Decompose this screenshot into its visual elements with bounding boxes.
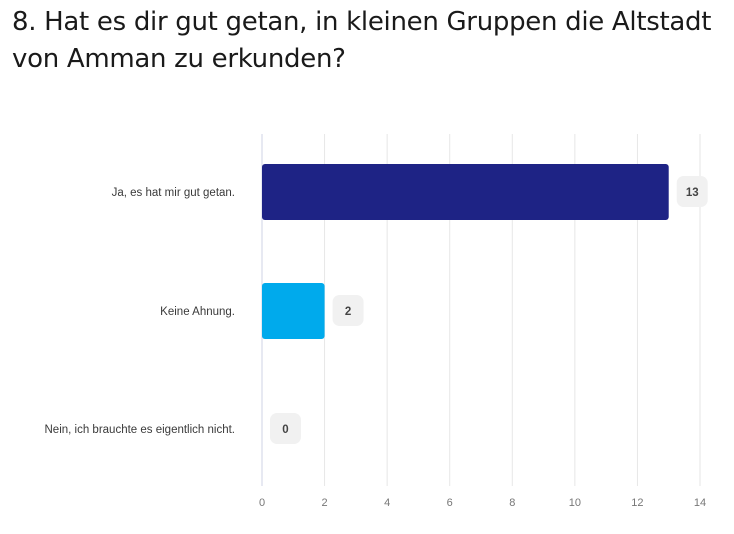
x-tick-label: 4 — [384, 497, 390, 509]
x-axis-ticks: 0 2 4 6 8 10 12 14 — [259, 497, 706, 509]
category-label: Nein, ich brauchte es eigentlich nicht. — [45, 424, 236, 436]
value-badge — [332, 295, 364, 326]
category-labels: Ja, es hat mir gut getan. Keine Ahnung. Ne… — [45, 187, 236, 436]
x-tick-label: 6 — [447, 497, 453, 509]
question-title: 8. Hat es dir gut getan, in kleinen Grup… — [12, 7, 712, 74]
bar-value-label: 13 — [686, 187, 699, 199]
bar-value-label: 0 — [282, 424, 288, 436]
x-tick-label: 2 — [322, 497, 328, 509]
value-badge — [676, 176, 708, 207]
x-tick-label: 14 — [694, 497, 706, 509]
x-tick-label: 12 — [631, 497, 643, 509]
x-tick-label: 8 — [509, 497, 515, 509]
category-label: Ja, es hat mir gut getan. — [112, 187, 235, 199]
x-tick-label: 0 — [259, 497, 265, 509]
bars: 13 2 0 — [262, 164, 708, 444]
x-tick-label: 10 — [569, 497, 581, 509]
value-badge — [270, 413, 301, 444]
bar[interactable] — [262, 164, 669, 220]
bar[interactable] — [262, 283, 325, 339]
bar-value-label: 2 — [345, 306, 351, 318]
category-label: Keine Ahnung. — [160, 306, 235, 318]
